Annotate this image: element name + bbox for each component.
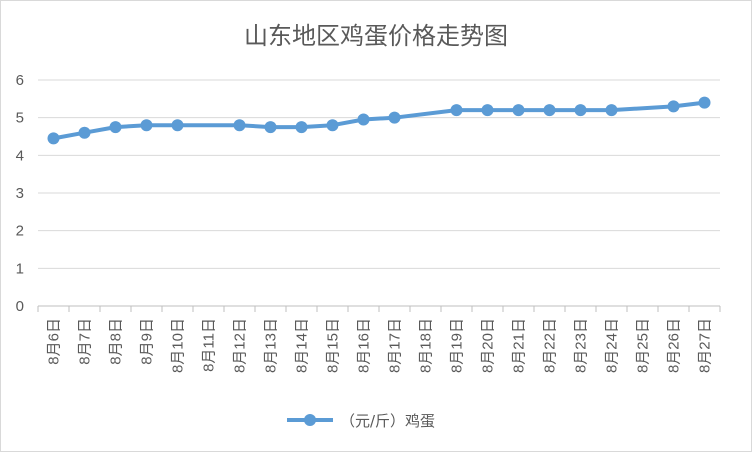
data-point xyxy=(512,104,525,117)
x-tick-label: 8月12日 xyxy=(232,318,249,373)
x-tick-label: 8月26日 xyxy=(666,318,683,373)
data-point xyxy=(109,121,122,134)
x-tick-label: 8月20日 xyxy=(480,318,497,373)
x-axis xyxy=(37,305,721,312)
y-tick-label: 6 xyxy=(16,72,24,89)
data-point xyxy=(264,121,277,134)
data-point xyxy=(233,119,246,132)
legend-series-marker xyxy=(304,414,316,426)
gridlines xyxy=(38,79,720,307)
x-tick-label: 8月7日 xyxy=(77,318,94,365)
x-tick-label: 8月8日 xyxy=(108,318,125,365)
y-tick-label: 0 xyxy=(16,298,24,315)
data-point xyxy=(357,113,370,126)
x-tick-label: 8月22日 xyxy=(542,318,559,373)
x-tick-label: 8月14日 xyxy=(294,318,311,373)
y-tick-label: 5 xyxy=(16,110,24,127)
x-tick-label: 8月18日 xyxy=(418,318,435,373)
data-point xyxy=(450,104,463,117)
legend-series-label: （元/斤）鸡蛋 xyxy=(340,412,435,430)
y-tick-label: 3 xyxy=(16,185,24,202)
x-tick-label: 8月13日 xyxy=(263,318,280,373)
data-point xyxy=(295,121,308,134)
data-point xyxy=(667,100,680,113)
x-tick-label: 8月6日 xyxy=(46,318,63,365)
data-point xyxy=(171,119,184,132)
x-axis-tick-labels: 8月6日 8月7日 8月8日 8月9日 8月10日 8月11日 8月12日 8月13日 8月14… xyxy=(46,318,714,373)
data-point xyxy=(47,132,60,145)
legend: （元/斤）鸡蛋 xyxy=(287,412,435,430)
data-point xyxy=(388,111,401,124)
x-tick-label: 8月21日 xyxy=(511,318,528,373)
data-point xyxy=(698,96,711,109)
y-tick-label: 1 xyxy=(16,260,24,277)
y-tick-label: 2 xyxy=(16,223,24,240)
data-point xyxy=(481,104,494,117)
x-tick-label: 8月15日 xyxy=(325,318,342,373)
data-point xyxy=(326,119,339,132)
data-point xyxy=(574,104,587,117)
x-tick-label: 8月16日 xyxy=(356,318,373,373)
data-point xyxy=(543,104,556,117)
x-tick-label: 8月11日 xyxy=(201,318,218,372)
x-tick-label: 8月24日 xyxy=(604,318,621,373)
x-tick-label: 8月17日 xyxy=(387,318,404,373)
data-point xyxy=(78,126,91,139)
x-tick-label: 8月10日 xyxy=(170,318,187,373)
series-group xyxy=(47,96,711,145)
data-point xyxy=(140,119,153,132)
x-tick-label: 8月27日 xyxy=(697,318,714,373)
chart-title: 山东地区鸡蛋价格走势图 xyxy=(244,22,508,50)
x-tick-label: 8月19日 xyxy=(449,318,466,373)
x-tick-label: 8月25日 xyxy=(635,318,652,373)
y-axis-tick-labels: 0 1 2 3 4 5 6 xyxy=(16,72,24,315)
x-tick-label: 8月23日 xyxy=(573,318,590,373)
x-tick-label: 8月9日 xyxy=(139,318,156,365)
y-tick-label: 4 xyxy=(16,147,24,164)
data-point xyxy=(605,104,618,117)
